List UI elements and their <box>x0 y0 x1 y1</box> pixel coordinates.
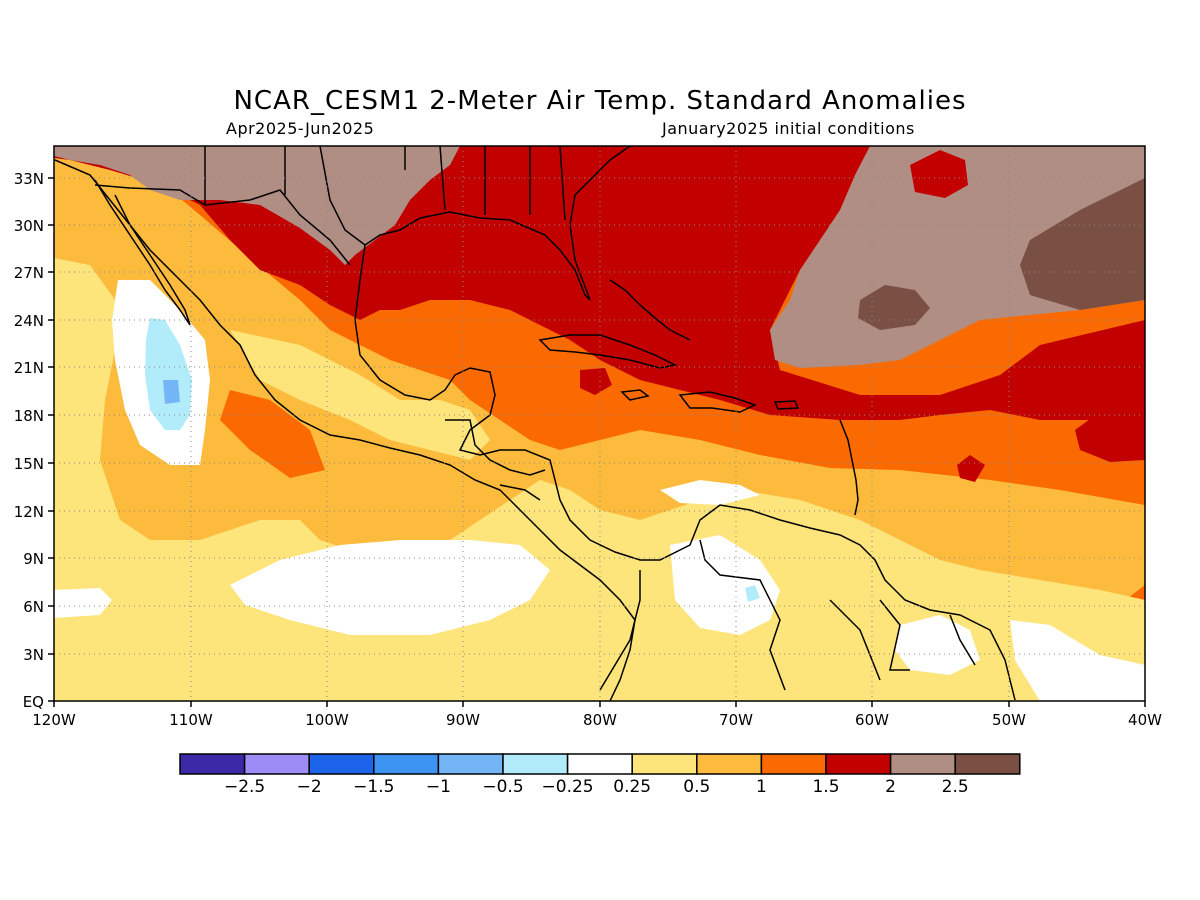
lon-label: 120W <box>32 711 76 729</box>
colorbar-label: −2.5 <box>224 777 265 797</box>
coastline-pacific-americas <box>54 159 636 701</box>
colorbar-label: 1.5 <box>812 777 839 797</box>
colorbar-label: 2 <box>885 777 896 797</box>
coastline-bahamas <box>609 279 691 341</box>
colorbar-swatch <box>243 753 310 775</box>
coastline-gulf <box>319 146 631 301</box>
coastline-puerto-rico <box>773 400 800 410</box>
anomaly-region-blue <box>163 380 180 404</box>
colorbar-swatch <box>696 753 763 775</box>
coastline-hispaniola <box>678 391 757 413</box>
forecast-period: Apr2025-Jun2025 <box>226 119 375 138</box>
lon-label: 90W <box>446 711 480 729</box>
lat-label: 18N <box>14 407 44 425</box>
colorbar-swatch <box>631 753 698 775</box>
coastline-cuba <box>538 334 678 369</box>
coastline-lesser-antilles <box>839 419 859 516</box>
colorbar-label: −1 <box>426 777 451 797</box>
anomaly-region-darkred-east <box>1075 405 1145 462</box>
anomaly-region-orange-mexico <box>220 390 325 478</box>
anomaly-region-lightblue <box>145 318 192 430</box>
colorbar-swatch <box>825 753 892 775</box>
colorbar-label: 2.5 <box>942 777 969 797</box>
lat-label: 3N <box>23 646 44 664</box>
anomaly-region-white-caribbean <box>660 480 760 505</box>
colorbar-label: −0.25 <box>542 777 594 797</box>
colorbar-swatch <box>308 753 375 775</box>
colorbar-label: −2 <box>297 777 322 797</box>
gridlines <box>54 146 1145 701</box>
lat-label: 6N <box>23 598 44 616</box>
border-central-america <box>445 419 546 501</box>
anomaly-region-white-centralpac <box>230 540 550 635</box>
coastline-mexico-east <box>354 244 1016 701</box>
lon-label: 60W <box>855 711 889 729</box>
anomaly-region-white-westpac <box>54 588 112 618</box>
colorbar-label: −0.5 <box>482 777 523 797</box>
colorbar-swatch <box>437 753 504 775</box>
latitude-labels: 33N 30N 27N 24N 21N 18N 15N 12N 9N 6N 3N… <box>14 170 44 711</box>
colorbar-swatch <box>179 753 246 775</box>
lat-label: 33N <box>14 170 44 188</box>
anomaly-region-darkred-atlantic-north <box>910 150 968 198</box>
colorbar-label: 0.25 <box>613 777 651 797</box>
colorbar-swatch <box>889 753 956 775</box>
colorbar-labels: −2.5 −2 −1.5 −1 −0.5 −0.25 0.25 0.5 1 1.5 2 2.5 <box>224 777 969 797</box>
colorbar-label: 0.5 <box>683 777 710 797</box>
anomaly-field <box>54 146 1145 701</box>
lon-label: 50W <box>992 711 1026 729</box>
lon-label: 110W <box>169 711 213 729</box>
border-us-mexico <box>94 184 351 266</box>
coastlines <box>54 146 1016 701</box>
anomaly-region-darkred-mexico <box>200 190 380 320</box>
lat-label: 30N <box>14 217 44 235</box>
longitude-labels: 120W 110W 100W 90W 80W 70W 60W 50W 40W <box>32 711 1162 729</box>
anomaly-region-lightyellow-mexico <box>230 330 490 460</box>
initial-conditions: January2025 initial conditions <box>662 119 915 138</box>
colorbar-label: 1 <box>756 777 767 797</box>
colorbar <box>179 753 1021 775</box>
anomaly-region-brown-center <box>858 285 930 330</box>
axis-ticks <box>48 177 1146 707</box>
colorbar-label: −1.5 <box>353 777 394 797</box>
colorbar-swatch <box>373 753 440 775</box>
border-south-america <box>599 539 976 691</box>
anomaly-region-mauve-us <box>54 146 460 265</box>
lat-label: 27N <box>14 264 44 282</box>
anomaly-region-darkred-atlantic <box>957 455 985 482</box>
colorbar-swatch <box>954 753 1021 775</box>
lat-label: 9N <box>23 550 44 568</box>
lat-label: 15N <box>14 455 44 473</box>
anomaly-region-darkred-caribbean <box>580 368 612 395</box>
anomaly-region-white-brazil <box>1010 620 1145 701</box>
lat-label: 21N <box>14 359 44 377</box>
lon-label: 100W <box>305 711 349 729</box>
colorbar-swatch <box>502 753 569 775</box>
coastline-baja <box>94 179 191 326</box>
lon-label: 80W <box>583 711 617 729</box>
lat-label: 12N <box>14 503 44 521</box>
map-title: NCAR_CESM1 2-Meter Air Temp. Standard An… <box>233 86 967 116</box>
anomaly-region-white-colombia <box>670 535 780 635</box>
lat-label: 24N <box>14 312 44 330</box>
colorbar-swatch <box>760 753 827 775</box>
lon-label: 40W <box>1128 711 1162 729</box>
anomaly-region-brown-east <box>1020 178 1145 310</box>
anomaly-region-white-guiana <box>895 615 980 675</box>
anomaly-region-lightblue-colombia <box>745 585 760 602</box>
lat-label: EQ <box>23 693 44 711</box>
colorbar-swatch <box>566 753 633 775</box>
coastline-jamaica <box>620 389 650 401</box>
border-us-states <box>204 146 566 221</box>
lon-label: 70W <box>719 711 753 729</box>
